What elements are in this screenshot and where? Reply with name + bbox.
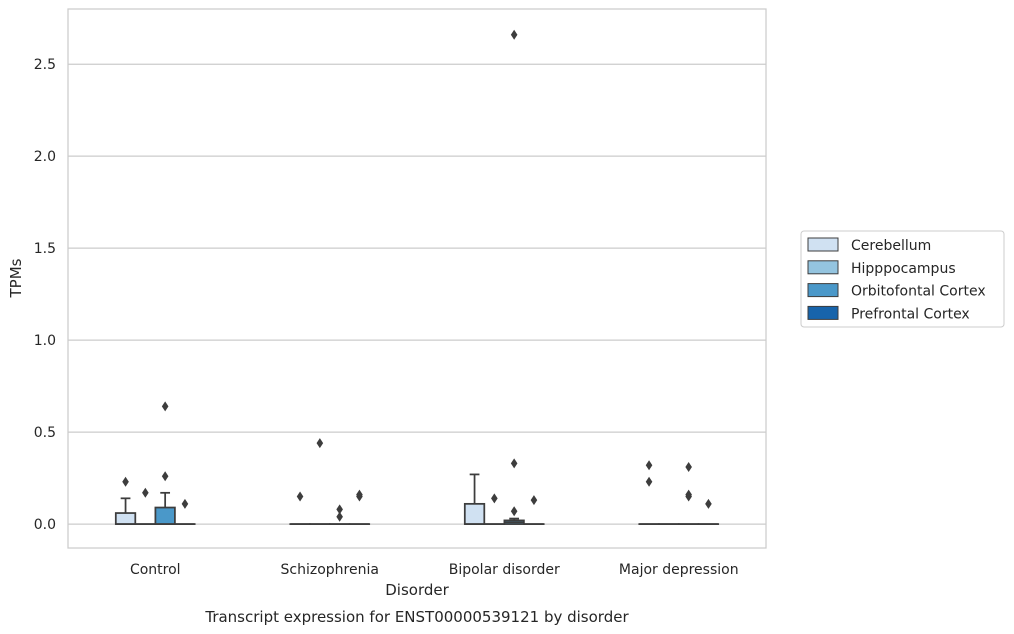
legend-label: Prefrontal Cortex (851, 306, 970, 322)
outlier-point (705, 498, 712, 509)
box-body (463, 502, 486, 525)
x-tick-label: Bipolar disorder (449, 562, 560, 578)
outlier-point (510, 506, 518, 517)
plot-area (67, 8, 767, 549)
legend: Cerebellum Hipppocampus Orbitofontal Corte… (800, 230, 1005, 328)
outlier-point (296, 491, 304, 502)
box (154, 491, 176, 525)
chart-title: Transcript expression for ENST0000053912… (204, 608, 629, 626)
outlier-point (645, 476, 653, 487)
outlier-point (645, 460, 653, 471)
x-axis: Control Schizophrenia Bipolar disorder Majo… (130, 562, 739, 578)
box (114, 497, 137, 525)
y-tick-label: 1.5 (34, 241, 56, 257)
outlier-point (685, 462, 692, 473)
x-axis-label: Disorder (385, 581, 449, 599)
x-tick-label: Schizophrenia (281, 562, 379, 578)
x-tick-label: Major depression (619, 562, 739, 578)
y-axis-label: TPMs (7, 258, 25, 298)
outlier-point (336, 511, 343, 522)
outlier-point (356, 489, 363, 500)
y-axis: 0.0 0.5 1.0 1.5 2.0 2.5 (34, 57, 56, 533)
legend-swatch (807, 283, 839, 298)
outlier-point (181, 498, 189, 509)
outlier-point (530, 495, 538, 506)
box (503, 517, 525, 525)
legend-label: Cerebellum (851, 238, 931, 254)
box-body (154, 506, 176, 525)
outlier-point (122, 476, 129, 487)
outlier-point (142, 487, 149, 498)
y-tick-label: 2.0 (34, 149, 56, 165)
box-body (114, 512, 137, 525)
x-tick-label: Control (130, 562, 181, 578)
outliers (122, 29, 712, 522)
outlier-point (491, 493, 498, 504)
outlier-point (685, 489, 692, 500)
legend-swatch (807, 305, 839, 320)
legend-label: Hipppocampus (851, 261, 956, 277)
y-tick-label: 0.5 (34, 425, 56, 441)
outlier-point (510, 29, 518, 40)
outlier-point (316, 438, 324, 449)
y-tick-label: 1.0 (34, 333, 56, 349)
y-tick-label: 0.0 (34, 517, 56, 533)
legend-frame (800, 230, 1005, 328)
legend-label: Orbitofontal Cortex (851, 284, 986, 300)
grid-lines (68, 63, 766, 525)
y-tick-label: 2.5 (34, 57, 56, 73)
outlier-point (510, 458, 518, 469)
outlier-point (161, 471, 169, 482)
outlier-point (336, 504, 343, 515)
boxes (114, 473, 720, 525)
outlier-point (161, 401, 169, 412)
legend-swatch (807, 260, 839, 275)
legend-swatch (807, 237, 839, 252)
box (463, 473, 486, 525)
